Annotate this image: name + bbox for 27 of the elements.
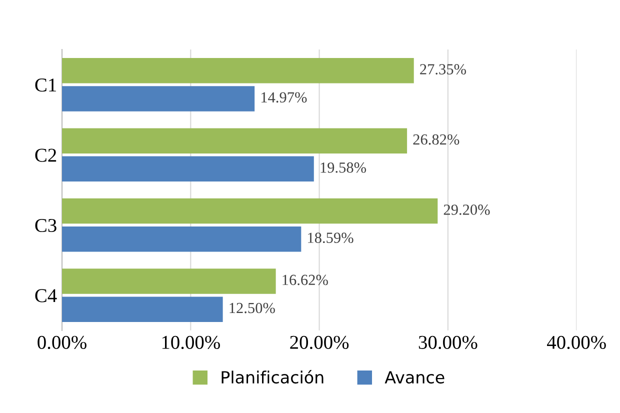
data-label: 18.59% <box>308 232 354 244</box>
y-tick-label: C4 <box>35 289 57 302</box>
legend-label: Avance <box>384 371 444 384</box>
x-tick-label: 20.00% <box>290 336 349 350</box>
bar <box>62 226 302 252</box>
bar <box>62 86 255 112</box>
data-label: 19.58% <box>320 162 366 173</box>
data-label: 12.50% <box>230 302 275 314</box>
data-label: 27.35% <box>420 64 466 75</box>
bar <box>62 296 223 322</box>
bar <box>62 128 408 154</box>
data-label: 16.62% <box>282 274 328 286</box>
y-tick-label: C3 <box>35 218 56 232</box>
x-tick-label: 30.00% <box>418 336 478 350</box>
data-label: 29.20% <box>444 204 490 215</box>
bar <box>62 58 414 84</box>
bar <box>62 156 314 182</box>
x-tick-label: 0.00% <box>38 336 86 350</box>
x-tick-label: 10.00% <box>162 336 220 350</box>
x-tick-label: 40.00% <box>547 336 606 350</box>
y-tick-label: C2 <box>35 148 56 162</box>
data-label: 14.97% <box>261 92 307 103</box>
legend-label: Planificación <box>222 370 324 384</box>
bar <box>62 268 276 294</box>
y-tick-label: C1 <box>35 78 56 92</box>
bar <box>62 198 438 224</box>
data-label: 26.82% <box>413 134 460 145</box>
